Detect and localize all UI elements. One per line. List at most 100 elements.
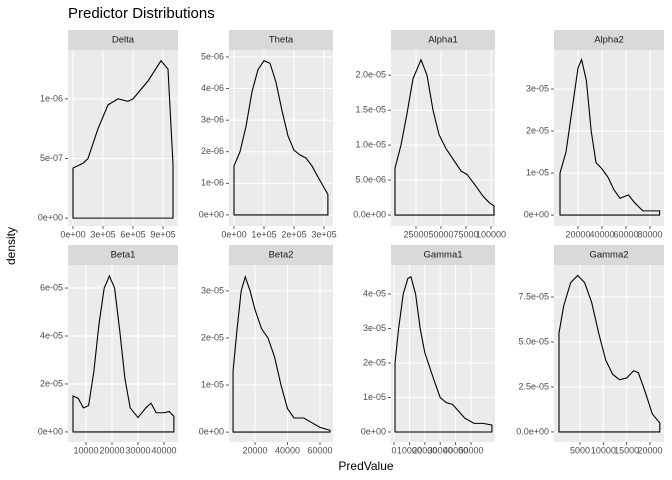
x-tick-label: 5000 — [570, 445, 590, 455]
x-axis-label: PredValue — [338, 459, 393, 473]
x-tick-label: 10000 — [397, 445, 422, 455]
y-tick-label: 1e-05 — [201, 379, 224, 389]
strip-label: Alpha1 — [428, 35, 458, 46]
strip-label: Beta2 — [269, 250, 294, 261]
strip — [554, 245, 664, 265]
strip — [229, 245, 333, 265]
y-tick-label: 0e+00 — [524, 209, 549, 219]
y-tick-label: 3e-05 — [526, 83, 549, 93]
strip — [554, 30, 664, 50]
x-tick-label: 20000 — [637, 445, 662, 455]
y-tick-label: 3e-05 — [201, 285, 224, 295]
strip — [391, 30, 495, 50]
y-tick-label: 0.0e+00 — [353, 209, 386, 219]
x-tick-label: 50000 — [458, 445, 483, 455]
x-tick-label: 1e+05 — [251, 229, 276, 239]
y-tick-label: 0e+00 — [38, 426, 63, 436]
x-tick-label: 60000 — [613, 229, 638, 239]
x-tick-label: 20000 — [99, 445, 124, 455]
y-tick-label: 2e-05 — [201, 332, 224, 342]
panel-background — [68, 265, 178, 442]
panel-background — [68, 50, 178, 226]
y-tick-label: 5e-06 — [201, 51, 224, 61]
density-line — [394, 58, 495, 216]
x-tick-label: 0 — [391, 445, 396, 455]
x-tick-label: 0e+00 — [60, 229, 85, 239]
panel-background — [229, 50, 333, 226]
strip — [68, 30, 178, 50]
y-axis-label: density — [4, 227, 18, 265]
y-tick-label: 4e-06 — [201, 83, 224, 93]
panel-background — [554, 265, 664, 442]
density-line — [233, 60, 329, 216]
x-tick-label: 40000 — [275, 445, 300, 455]
y-tick-label: 4e-05 — [363, 288, 386, 298]
x-tick-label: 20000 — [412, 445, 437, 455]
y-tick-label: 6e-05 — [40, 282, 63, 292]
y-tick-label: 2e-06 — [201, 146, 224, 156]
y-tick-label: 2e-05 — [526, 125, 549, 135]
y-tick-label: 0e+00 — [361, 426, 386, 436]
density-line — [72, 274, 175, 433]
y-tick-label: 0.0e+00 — [516, 426, 549, 436]
y-tick-label: 0e+00 — [199, 209, 224, 219]
strip-label: Gamma2 — [589, 250, 628, 261]
y-tick-label: 0e+00 — [38, 213, 63, 223]
x-tick-label: 75000 — [453, 229, 478, 239]
y-tick-label: 1.0e-05 — [355, 139, 386, 149]
x-tick-label: 25000 — [403, 229, 428, 239]
x-tick-label: 40000 — [589, 229, 614, 239]
x-tick-label: 60000 — [307, 445, 332, 455]
x-tick-label: 9e+05 — [150, 229, 175, 239]
y-tick-label: 1e-06 — [201, 178, 224, 188]
strip-label: Beta1 — [111, 250, 136, 261]
panel-background — [391, 265, 495, 442]
x-tick-label: 40000 — [151, 445, 176, 455]
y-tick-label: 1e-05 — [526, 167, 549, 177]
x-tick-label: 2e+05 — [281, 229, 306, 239]
y-tick-label: 1e-05 — [363, 392, 386, 402]
y-tick-label: 2e-05 — [363, 357, 386, 367]
y-tick-label: 1e-06 — [40, 93, 63, 103]
x-tick-label: 6e+05 — [120, 229, 145, 239]
x-tick-label: 3e+05 — [311, 229, 336, 239]
x-tick-label: 20000 — [565, 229, 590, 239]
density-line — [558, 274, 661, 433]
x-tick-label: 15000 — [614, 445, 639, 455]
density-line — [232, 274, 331, 433]
y-tick-label: 3e-05 — [363, 323, 386, 333]
density-line — [72, 59, 174, 219]
strip — [68, 245, 178, 265]
y-tick-label: 1.5e-05 — [355, 105, 386, 115]
strip-label: Delta — [112, 35, 135, 46]
strip-label: Gamma1 — [423, 250, 462, 261]
strip-label: Alpha2 — [594, 35, 624, 46]
y-tick-label: 0e+00 — [199, 426, 224, 436]
x-tick-label: 20000 — [242, 445, 267, 455]
panel-background — [391, 50, 495, 226]
panel-background — [554, 50, 664, 226]
density-line — [559, 57, 661, 216]
density-line — [394, 275, 493, 433]
y-tick-label: 5.0e-05 — [518, 336, 549, 346]
y-tick-label: 7.5e-05 — [518, 291, 549, 301]
x-tick-label: 10000 — [73, 445, 98, 455]
y-tick-label: 2e-05 — [40, 378, 63, 388]
chart-title: Predictor Distributions — [68, 5, 215, 22]
y-tick-label: 2.5e-05 — [518, 381, 549, 391]
y-tick-label: 5.0e-06 — [355, 174, 386, 184]
y-tick-label: 5e-07 — [40, 153, 63, 163]
x-tick-label: 50000 — [428, 229, 453, 239]
strip — [391, 245, 495, 265]
x-tick-label: 80000 — [637, 229, 662, 239]
x-tick-label: 10000 — [591, 445, 616, 455]
x-tick-label: 30000 — [428, 445, 453, 455]
x-tick-label: 40000 — [443, 445, 468, 455]
strip — [229, 30, 333, 50]
x-tick-label: 30000 — [125, 445, 150, 455]
x-tick-label: 100000 — [476, 229, 506, 239]
y-tick-label: 2.0e-05 — [355, 70, 386, 80]
x-tick-label: 3e+05 — [90, 229, 115, 239]
strip-label: Theta — [269, 35, 294, 46]
